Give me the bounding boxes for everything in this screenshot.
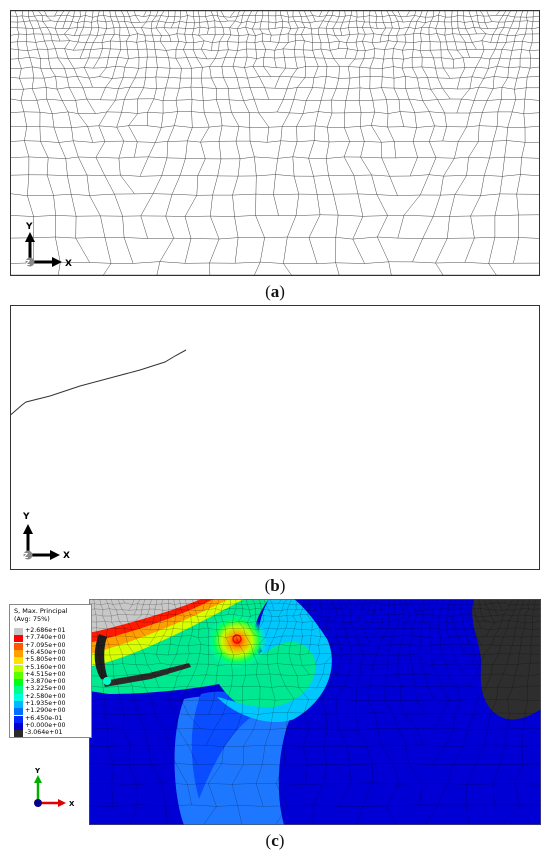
legend-label: +3.870e+00 [25, 678, 66, 686]
coordinate-triad-a: Y Z X [25, 222, 72, 269]
legend-swatch [14, 708, 23, 716]
legend-entry: +2.580e+00 [14, 692, 92, 701]
legend-label: +2.686e+01 [25, 627, 66, 634]
legend-entry: +3.870e+00 [14, 678, 92, 687]
legend-label: +3.225e+00 [25, 685, 66, 693]
legend-swatch [14, 701, 23, 709]
legend-entry: +6.450e+00 [14, 648, 92, 658]
caption-b: (b) [264, 576, 286, 595]
caption-c: (c) [265, 831, 285, 850]
legend-label: +1.935e+00 [25, 700, 66, 707]
panel-a-mesh: Y Z X [10, 10, 540, 276]
legend-entry: +1.290e+00 [14, 707, 92, 716]
legend-label: +0.000e+00 [25, 721, 66, 729]
compressive-region [472, 599, 541, 720]
triad-x-label: X [65, 259, 72, 269]
legend-label: +6.450e-01 [25, 714, 63, 722]
legend-label: +7.740e+00 [25, 634, 66, 642]
legend-label: +5.805e+00 [25, 656, 66, 664]
triad-y-label: Y [34, 767, 41, 775]
legend-swatch [14, 693, 23, 701]
legend-title: S, Max. Principal (Avg: 75%) [14, 607, 68, 623]
coordinate-triad-c: Y X [34, 767, 75, 808]
legend-entry: +2.686e+01 [14, 627, 92, 636]
stress-hotspot [207, 613, 267, 669]
legend-entry: +5.805e+00 [14, 656, 92, 665]
mesh-lines [10, 10, 540, 276]
legend-entry: -3.064e+01 [14, 729, 92, 738]
legend-entry: +0.000e+00 [14, 721, 92, 731]
legend-label: +6.450e+00 [25, 648, 66, 656]
crack-notch [94, 634, 109, 681]
caption-a: (a) [265, 282, 285, 301]
triad-y-label: Y [25, 222, 33, 232]
legend-swatch [14, 686, 23, 694]
legend-entry: +6.450e-01 [14, 714, 92, 723]
legend-swatch [14, 635, 23, 643]
legend-entry: +3.225e+00 [14, 685, 92, 694]
crack-band [103, 663, 191, 687]
legend-swatch [14, 628, 23, 636]
legend-swatch [14, 642, 23, 650]
triad-x-label: X [69, 800, 75, 808]
legend-entry: +7.740e+00 [14, 634, 92, 643]
high-stress-ribbon [89, 599, 214, 643]
legend-label: +1.290e+00 [25, 707, 66, 715]
panel-b-crack-path: Y Z X [10, 305, 540, 570]
triad-z-label: Z [25, 259, 30, 267]
panel-c-stress-contour [89, 599, 541, 825]
mesh-lines [89, 599, 541, 825]
top-grey-band [89, 599, 201, 633]
stress-region-green [89, 599, 322, 715]
legend-label: -3.064e+01 [25, 729, 63, 737]
legend-label: +2.580e+00 [25, 692, 66, 700]
triad-y-label: Y [22, 512, 30, 522]
legend-entry: +1.935e+00 [14, 700, 92, 709]
legend-swatch [14, 657, 23, 665]
triad-z-label: Z [23, 552, 28, 560]
legend-swatch [14, 730, 23, 738]
legend-swatch [14, 664, 23, 672]
legend-label: +4.515e+00 [25, 670, 66, 678]
coordinate-triad-b: Y Z X [22, 512, 70, 561]
triad-x-label: X [63, 551, 70, 561]
legend-entry: +5.160e+00 [14, 663, 92, 672]
legend-swatch [14, 679, 23, 687]
legend-label: +5.160e+00 [25, 663, 66, 671]
legend-swatch [14, 715, 23, 723]
legend-entry: +4.515e+00 [14, 670, 92, 679]
legend-swatch [14, 722, 23, 731]
legend-label: +7.095e+00 [25, 641, 66, 649]
legend-swatch [14, 671, 23, 679]
crack-line [10, 349, 187, 416]
legend-entry: +7.095e+00 [14, 641, 92, 650]
legend-swatch [14, 649, 23, 658]
contour-legend: S, Max. Principal (Avg: 75%) +2.686e+01 +… [9, 604, 92, 738]
